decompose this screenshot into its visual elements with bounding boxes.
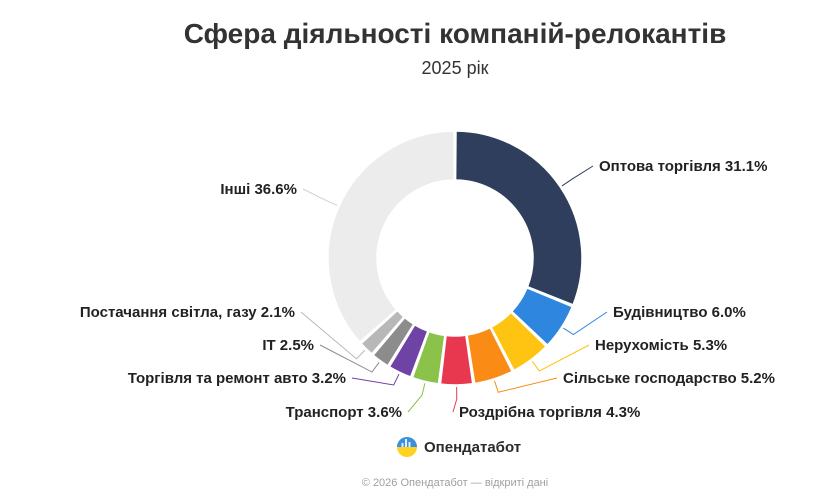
brand-name: Опендатабот xyxy=(424,438,522,456)
leader-line-slice-0 xyxy=(561,165,594,187)
donut-slice-4[interactable] xyxy=(439,334,474,386)
leader-line-slice-5 xyxy=(407,383,426,413)
leader-line-slice-7 xyxy=(319,344,380,373)
donut-slice-8[interactable] xyxy=(360,309,405,355)
data-label-slice-2: Нерухомість 5.3% xyxy=(595,337,727,354)
donut-slice-5[interactable] xyxy=(411,330,446,385)
donut-slice-0[interactable] xyxy=(454,130,583,306)
chart-subtitle: 2025 рік xyxy=(421,58,489,78)
brand: Опендатабот xyxy=(396,436,521,458)
donut-slice-6[interactable] xyxy=(388,323,429,378)
data-label-slice-1: Будівництво 6.0% xyxy=(613,304,746,321)
donut-slice-7[interactable] xyxy=(372,316,415,367)
leader-line-slice-9 xyxy=(302,188,338,206)
donut-slice-3[interactable] xyxy=(466,326,514,385)
data-label-slice-0: Оптова торгівля 31.1% xyxy=(599,158,767,175)
leader-line-slice-8 xyxy=(300,311,366,360)
data-label-slice-8: Постачання світла, газу 2.1% xyxy=(80,304,295,321)
leader-line-slice-4 xyxy=(452,386,458,413)
data-label-slice-6: Торгівля та ремонт авто 3.2% xyxy=(128,370,346,387)
leader-line-slice-6 xyxy=(351,373,400,386)
donut-slice-9[interactable] xyxy=(327,130,456,344)
data-label-slice-4: Роздрібна торгівля 4.3% xyxy=(459,404,640,421)
leader-line-slice-2 xyxy=(531,344,590,372)
leader-line-slice-1 xyxy=(563,311,608,336)
data-label-slice-3: Сільське господарство 5.2% xyxy=(563,370,775,387)
donut-slice-1[interactable] xyxy=(510,286,574,347)
donut-slice-2[interactable] xyxy=(490,311,548,372)
data-label-slice-5: Транспорт 3.6% xyxy=(286,404,402,421)
footer-copyright: © 2026 Опендатабот — відкриті дані xyxy=(361,477,549,489)
leader-line-slice-3 xyxy=(494,377,558,393)
data-label-slice-7: IT 2.5% xyxy=(262,337,314,354)
data-label-slice-9: Інші 36.6% xyxy=(220,181,297,198)
opendatabot-logo-icon xyxy=(397,437,417,457)
chart-title: Сфера діяльності компаній-релокантів xyxy=(183,18,727,49)
